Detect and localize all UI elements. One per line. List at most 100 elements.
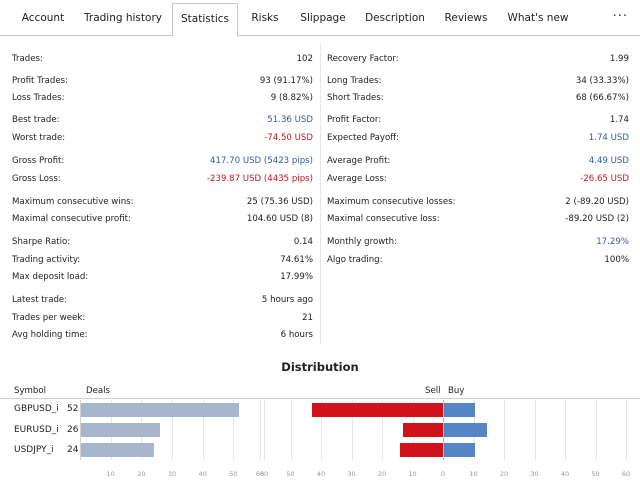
deals-count: 52: [67, 404, 79, 414]
tab-trading-history[interactable]: Trading history: [84, 12, 162, 24]
stat-row: Gross Profit: 417.70 USD (5423 pips): [12, 154, 313, 168]
tab-statistics[interactable]: Statistics: [172, 3, 238, 37]
stat-label: Sharpe Ratio:: [12, 237, 71, 247]
more-icon[interactable]: ···: [612, 9, 628, 24]
stat-label: Trades:: [12, 54, 43, 64]
stat-value: 6 hours: [280, 330, 313, 340]
sellbuy-tick-label: 0: [440, 470, 446, 478]
stat-label: Avg holding time:: [12, 330, 88, 340]
stat-value: 0.14: [293, 237, 313, 247]
deals-tick-label: 50: [229, 470, 238, 478]
sell-header: Sell: [425, 386, 441, 396]
deals-axis: [80, 400, 81, 460]
column-divider: [320, 44, 321, 344]
stat-value: 5 hours ago: [261, 295, 313, 305]
stat-value: 102: [296, 54, 313, 64]
deals-count: 24: [67, 445, 79, 455]
deals-bar: [81, 403, 240, 417]
tab-reviews[interactable]: Reviews: [444, 12, 488, 24]
stat-label: Best trade:: [12, 115, 60, 125]
stat-label: Expected Payoff:: [327, 133, 400, 143]
sellbuy-gridline: [290, 400, 292, 460]
stat-label: Maximal consecutive profit:: [12, 214, 131, 224]
deals-bar: [81, 423, 160, 437]
stat-value: -89.20 USD (2): [565, 214, 629, 224]
stat-label: Long Trades:: [327, 76, 382, 86]
stat-value: 25 (75.36 USD): [246, 197, 313, 207]
tab-slippage[interactable]: Slippage: [300, 12, 346, 24]
stat-row: Loss Trades: 9 (8.82%): [12, 91, 313, 105]
stat-row: Maximal consecutive profit: 104.60 USD (8…: [12, 212, 313, 226]
stat-label: Average Loss:: [327, 174, 387, 184]
stat-label: Loss Trades:: [12, 93, 65, 103]
symbol-label: EURUSD_i: [14, 425, 59, 435]
stat-value: 68 (66.67%): [575, 93, 629, 103]
stat-value: 9 (8.82%): [270, 93, 313, 103]
stat-row: Profit Trades: 93 (91.17%): [12, 74, 313, 88]
stat-row: Profit Factor: 1.74: [327, 113, 629, 127]
tab-risks[interactable]: Risks: [251, 12, 279, 24]
tab-account[interactable]: Account: [21, 12, 65, 24]
stat-row: Short Trades: 68 (66.67%): [327, 91, 629, 105]
stat-label: Profit Trades:: [12, 76, 69, 86]
sellbuy-gridline: [382, 400, 383, 460]
sellbuy-tick-label: 20: [377, 470, 387, 478]
sellbuy-gridline: [595, 400, 597, 460]
sellbuy-gridline: [260, 400, 261, 460]
deals-header: Deals: [86, 386, 111, 396]
stat-value: -26.65 USD: [580, 174, 629, 184]
sellbuy-tick-label: 10: [408, 470, 417, 478]
stat-row: Max deposit load: 17.99%: [12, 270, 313, 284]
sellbuy-tick-label: 10: [469, 470, 478, 478]
stat-row: Latest trade: 5 hours ago: [12, 293, 313, 307]
stat-value: 1.99: [609, 54, 629, 64]
deals-count: 26: [67, 425, 79, 435]
sell-bar: [400, 443, 443, 457]
stat-row: Trades per week: 21: [12, 311, 313, 325]
buy-bar: [444, 403, 475, 417]
stat-row: Maximum consecutive losses: 2 (-89.20 USD…: [327, 195, 629, 209]
stat-row: Trading activity: 74.61%: [12, 253, 313, 267]
deals-tick-label: 20: [137, 470, 146, 478]
stat-row: Maximal consecutive loss: -89.20 USD (2): [327, 212, 629, 226]
tab-whats-new[interactable]: What's new: [507, 12, 569, 24]
stat-value: 104.60 USD (8): [246, 214, 313, 224]
stat-label: Maximum consecutive wins:: [12, 197, 134, 207]
stat-label: Recovery Factor:: [327, 54, 399, 64]
buy-bar: [444, 443, 475, 457]
stat-label: Maximum consecutive losses:: [327, 197, 456, 207]
deals-tick-label: 10: [106, 470, 115, 478]
tab-description[interactable]: Description: [365, 12, 425, 24]
stat-row: Monthly growth: 17.29%: [327, 235, 629, 249]
stat-value: 2 (-89.20 USD): [565, 197, 629, 207]
stat-value: 17.99%: [280, 272, 313, 282]
stat-row: Maximum consecutive wins: 25 (75.36 USD): [12, 195, 313, 209]
sellbuy-gridline: [534, 400, 536, 460]
sellbuy-tick-label: 60: [621, 470, 631, 478]
distribution-title: Distribution: [281, 360, 359, 374]
stat-label: Short Trades:: [327, 93, 384, 103]
stat-value: 1.74 USD: [588, 133, 629, 143]
stat-value: 93 (91.17%): [259, 76, 313, 86]
stat-row: Avg holding time: 6 hours: [12, 328, 313, 342]
stat-row: Gross Loss: -239.87 USD (4435 pips): [12, 172, 313, 186]
stat-label: Gross Profit:: [12, 156, 65, 166]
stat-value: 17.29%: [596, 237, 629, 247]
stat-value: 51.36 USD: [267, 115, 313, 125]
sellbuy-gridline: [565, 400, 566, 460]
deals-tick-label: 40: [198, 470, 207, 478]
stat-row: Worst trade: -74.50 USD: [12, 131, 313, 145]
sellbuy-gridline: [504, 400, 505, 460]
stat-row: Expected Payoff: 1.74 USD: [327, 131, 629, 145]
buy-header: Buy: [448, 386, 465, 396]
stat-row: Algo trading: 100%: [327, 253, 629, 267]
distribution-header-rule: [0, 398, 640, 399]
sell-bar: [311, 403, 443, 417]
stat-value: 1.74: [609, 115, 629, 125]
stat-label: Average Profit:: [327, 156, 391, 166]
sellbuy-gridline: [626, 400, 627, 460]
stat-value: 21: [302, 313, 313, 323]
deals-gridline: [172, 400, 173, 460]
stat-value: 417.70 USD (5423 pips): [210, 156, 313, 166]
stat-value: 74.61%: [280, 255, 313, 265]
